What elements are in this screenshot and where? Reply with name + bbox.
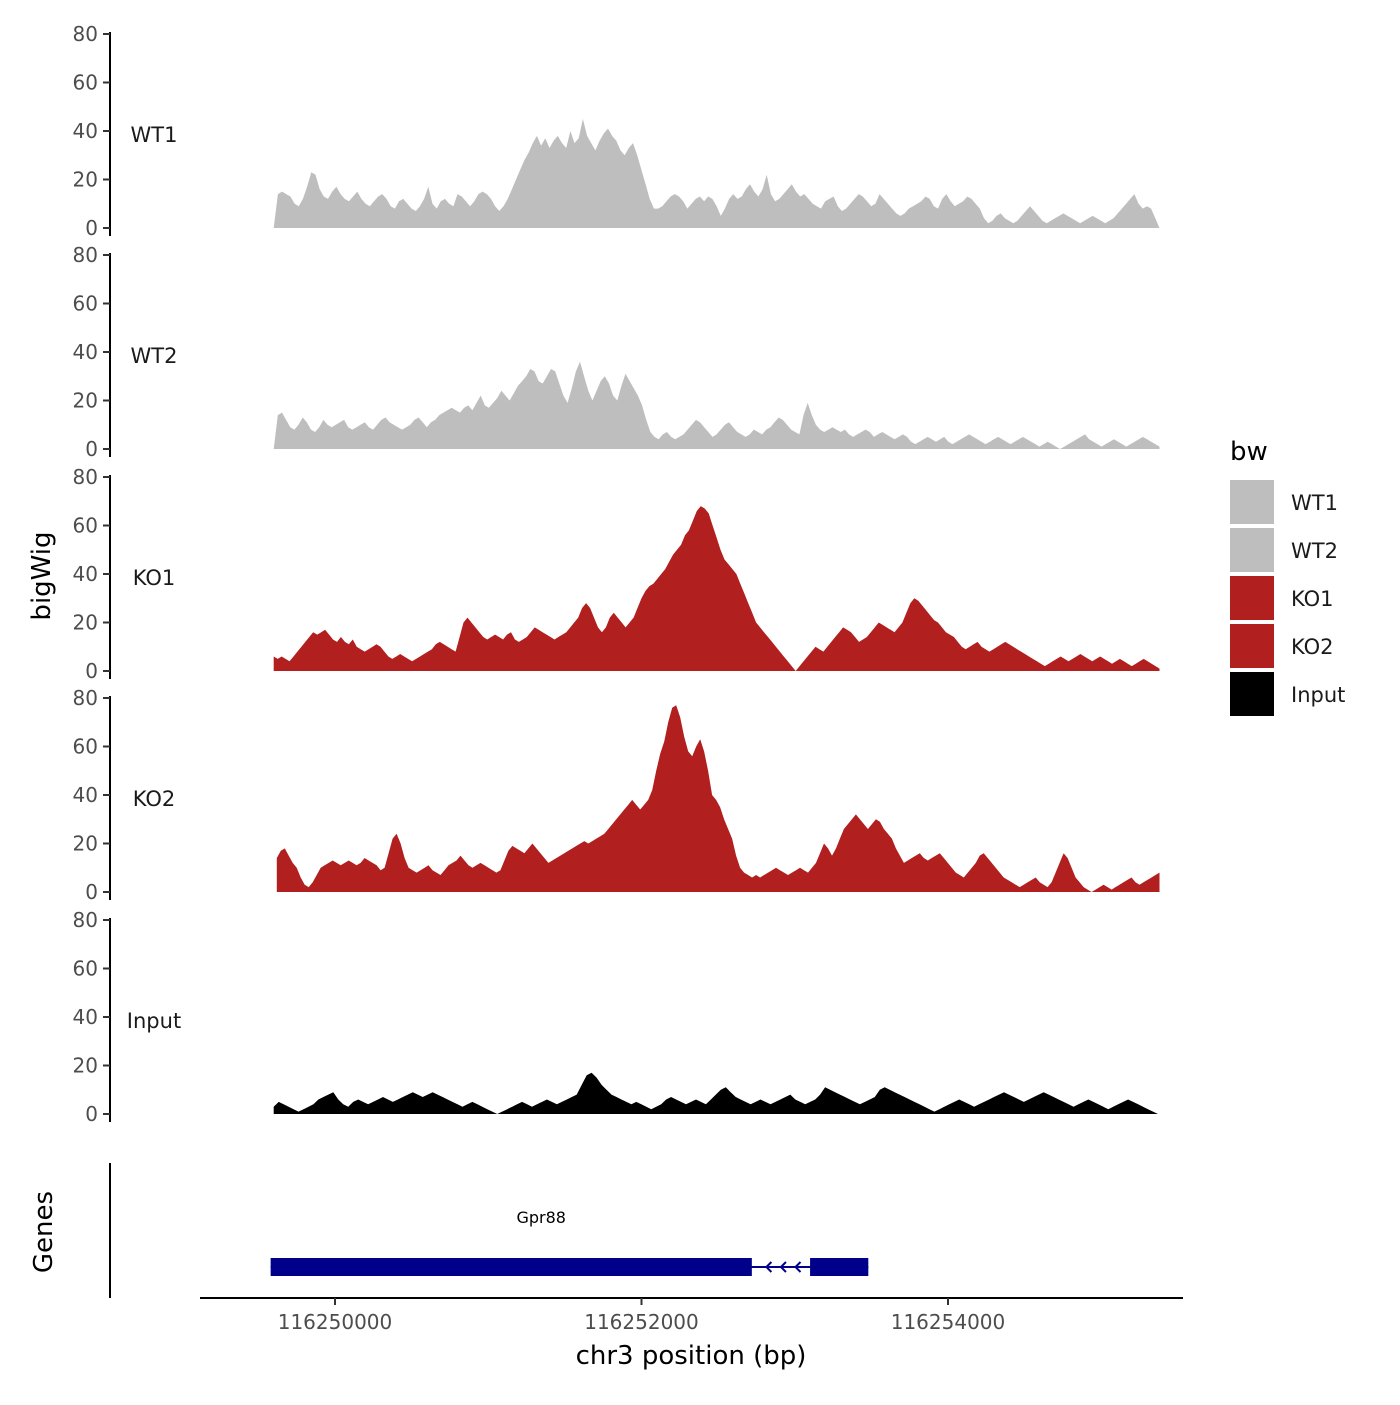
gene-exon [810,1258,869,1276]
legend-item-ko1: KO1 [1230,576,1334,620]
x-tick-label: 116254000 [891,1310,1006,1334]
y-tick-label: 60 [73,71,98,95]
track-label: KO2 [133,787,176,811]
strand-arrow [764,1261,773,1273]
y-axis-title: bigWig [27,531,57,620]
y-tick-label: 0 [85,216,98,240]
legend-item-wt2: WT2 [1230,528,1338,572]
y-tick-label: 80 [73,22,98,46]
legend-item-input: Input [1230,672,1345,716]
legend-label: KO1 [1291,587,1334,611]
y-tick-label: 20 [73,168,98,192]
y-tick-label: 60 [73,957,98,981]
track-input: 0 20 40 60 80 Input [73,908,1158,1126]
track-label: Input [127,1009,181,1033]
y-tick-label: 20 [73,389,98,413]
legend-item-wt1: WT1 [1230,480,1338,524]
track-ko1: 0 20 40 60 80 KO1 [73,465,1160,683]
x-tick-label: 116252000 [584,1310,699,1334]
y-tick-label: 40 [73,119,98,143]
track-wt2: 0 20 40 60 80 WT2 [73,243,1160,461]
y-tick-label: 20 [73,832,98,856]
legend-label: WT1 [1291,491,1338,515]
y-tick-label: 20 [73,611,98,635]
strand-arrow [779,1261,787,1273]
x-axis-title: chr3 position (bp) [576,1341,807,1371]
x-axis: 116250000 116252000 116254000 chr3 positio… [200,1297,1183,1371]
y-tick-label: 40 [73,340,98,364]
strand-arrow [794,1261,802,1273]
y-tick-label: 40 [73,783,98,807]
y-tick-label: 0 [85,1102,98,1126]
genes-panel: Genes Gpr88 [29,1163,869,1298]
x-ticks: 116250000 116252000 116254000 [278,1298,1006,1334]
gene-exon [270,1258,752,1276]
legend-swatch [1230,576,1274,620]
y-tick-label: 60 [73,735,98,759]
legend-label: Input [1291,683,1345,707]
y-tick-label: 60 [73,514,98,538]
x-tick-label: 116250000 [278,1310,393,1334]
track-ko2: 0 20 40 60 80 KO2 [73,686,1160,904]
track-label: WT2 [131,344,178,368]
legend: bw WT1 WT2 KO1 KO2 Input [1230,437,1345,716]
signal-area-wt2 [273,361,1160,449]
signal-area-wt1 [273,118,1160,228]
legend-label: KO2 [1291,635,1334,659]
y-tick-label: 80 [73,908,98,932]
y-tick-label: 80 [73,243,98,267]
y-tick-label: 80 [73,686,98,710]
gene-gpr88: Gpr88 [270,1208,869,1276]
legend-swatch [1230,672,1274,716]
track-wt1: 0 20 40 60 80 WT1 [73,22,1160,240]
signal-area-ko2 [276,705,1160,892]
gene-name-label: Gpr88 [516,1208,566,1227]
track-label: KO1 [133,566,176,590]
y-tick-label: 60 [73,292,98,316]
legend-items: WT1 WT2 KO1 KO2 Input [1230,480,1345,716]
y-tick-label: 40 [73,562,98,586]
track-label: WT1 [131,123,178,147]
legend-swatch [1230,480,1274,524]
track-panels: 0 20 40 60 80 WT1 0 20 40 60 80 WT2 0 20 40 60 80 KO1 0 20 4… [73,22,1160,1126]
y-tick-label: 40 [73,1005,98,1029]
legend-swatch [1230,624,1274,668]
y-tick-label: 20 [73,1054,98,1078]
legend-label: WT2 [1291,539,1338,563]
y-tick-label: 80 [73,465,98,489]
signal-area-input [273,1072,1158,1114]
gene-models: Gpr88 [270,1208,869,1276]
signal-area-ko1 [273,506,1160,671]
y-tick-label: 0 [85,659,98,683]
genes-axis-title: Genes [29,1191,59,1273]
y-tick-label: 0 [85,880,98,904]
legend-title: bw [1230,437,1268,467]
y-tick-label: 0 [85,437,98,461]
legend-swatch [1230,528,1274,572]
legend-item-ko2: KO2 [1230,624,1334,668]
